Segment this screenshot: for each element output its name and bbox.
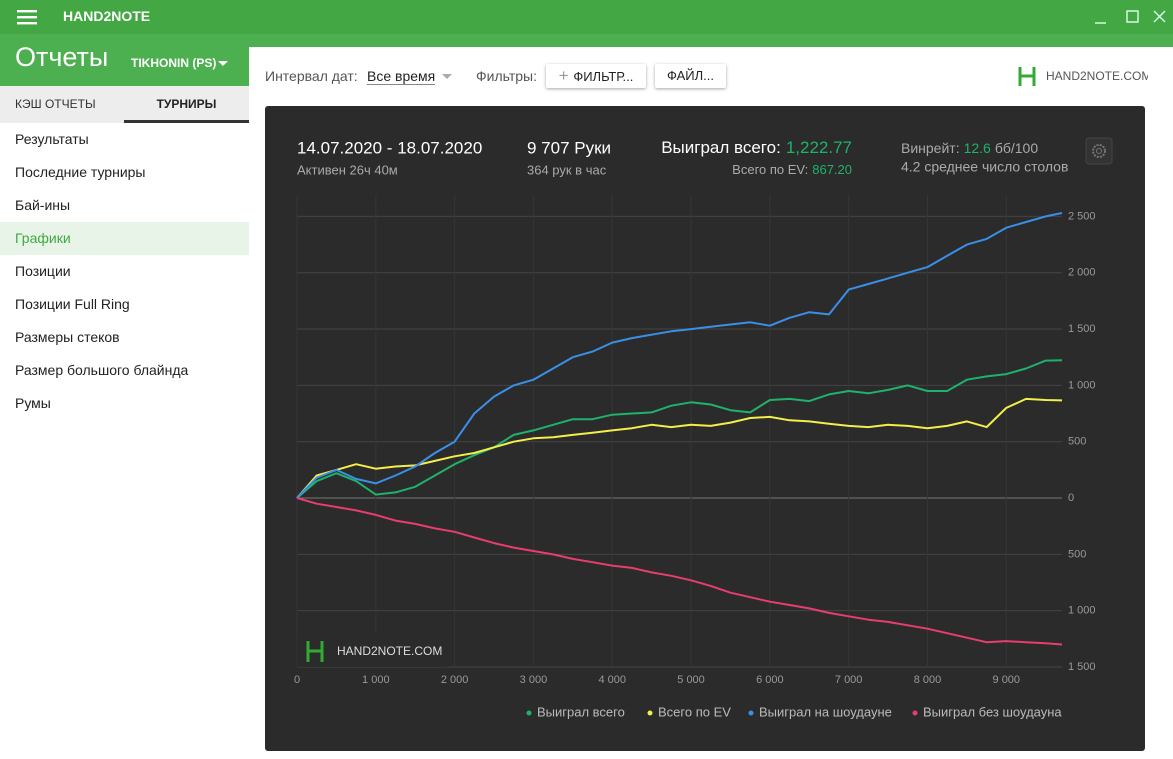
menu-item[interactable]: Позиции [15, 263, 71, 279]
menu-item[interactable]: Размер большого блайнда [15, 362, 189, 378]
hands-per-hour: 364 рук в час [527, 162, 607, 177]
legend-dot [912, 710, 918, 716]
legend-dot [526, 710, 532, 716]
y-tick-label: 500 [1068, 436, 1086, 448]
y-tick-label: 500 [1068, 548, 1086, 560]
winrate-value: 12.6 [964, 140, 991, 156]
logo: HAND2NOTE.COM [1018, 67, 1148, 86]
ev-total: Всего по EV: 867.20 [732, 162, 852, 177]
date-select[interactable]: Все время [367, 68, 436, 85]
menu-item[interactable]: Румы [15, 395, 51, 411]
x-tick-label: 8 000 [914, 674, 942, 686]
winrate-unit: бб/100 [995, 140, 1038, 156]
dates: 14.07.2020 - 18.07.2020 [297, 138, 482, 157]
tables: 4.2 среднее число столов [901, 159, 1068, 175]
won-total: Выиграл всего: 1,222.77 [661, 138, 852, 157]
watermark-text: HAND2NOTE.COM [337, 644, 442, 658]
hands: 9 707 Руки [527, 138, 611, 157]
x-tick-label: 7 000 [835, 674, 863, 686]
settings-button[interactable] [1085, 137, 1113, 165]
won-value: 1,222.77 [786, 138, 852, 157]
filters-label: Фильтры: [476, 68, 537, 84]
legend-label: Выиграл всего [537, 704, 625, 719]
menu-item[interactable]: Результаты [15, 131, 89, 147]
menu-item[interactable]: Последние турниры [15, 164, 146, 180]
series-line [296, 359, 1063, 499]
menu-item[interactable]: Размеры стеков [15, 329, 120, 345]
title-bar: HAND2NOTE [0, 0, 1173, 34]
tab[interactable]: КЭШ ОТЧЕТЫ [15, 97, 96, 111]
winrate: Винрейт: 12.6 бб/100 [901, 140, 1038, 156]
y-tick-label: 1 500 [1068, 323, 1096, 335]
y-tick-label: 1 000 [1068, 379, 1096, 391]
y-tick-label: 2 000 [1068, 267, 1096, 279]
series-line [296, 212, 1063, 499]
y-tick-label: 1 000 [1068, 605, 1096, 617]
menu-item[interactable]: Позиции Full Ring [15, 296, 130, 312]
chart: 14.07.2020 - 18.07.2020 Активен 26ч 40м … [265, 106, 1145, 751]
dropdown-arrow[interactable] [217, 60, 229, 68]
won-label: Выиграл всего: [661, 138, 781, 157]
y-tick-label: 2 500 [1068, 210, 1096, 222]
filter-button[interactable]: + ФИЛЬТР... [546, 64, 646, 88]
legend-label: Выиграл без шоудауна [923, 704, 1062, 719]
logo-text: HAND2NOTE.COM [1046, 69, 1148, 83]
legend-label: Всего по EV [658, 704, 731, 719]
x-tick-label: 0 [294, 674, 300, 686]
legend-label: Выиграл на шоудауне [759, 704, 892, 719]
header: Отчеты TIKHONIN (PS) [0, 34, 249, 86]
account[interactable]: TIKHONIN (PS) [131, 56, 217, 70]
x-tick-label: 2 000 [441, 674, 469, 686]
watermark: HAND2NOTE.COM [297, 633, 447, 667]
side-menu: Результаты Последние турниры Бай-ины График… [0, 123, 249, 759]
x-tick-label: 9 000 [993, 674, 1021, 686]
series-line [296, 497, 1063, 646]
tab-active[interactable]: ТУРНИРЫ [156, 97, 217, 111]
series-line [296, 397, 1063, 499]
filter-button-label[interactable]: ФИЛЬТР... [573, 69, 634, 84]
winrate-label: Винрейт: [901, 140, 960, 156]
menu-item[interactable]: Бай-ины [15, 197, 71, 213]
window-controls[interactable] [1090, 6, 1170, 28]
app-title: HAND2NOTE [63, 8, 151, 24]
y-tick-label: 1 500 [1068, 661, 1096, 673]
legend-dot [748, 710, 754, 716]
menu-item[interactable]: Графики [0, 222, 249, 255]
x-tick-label: 6 000 [756, 674, 784, 686]
y-tick-label: 0 [1068, 492, 1074, 504]
x-tick-label: 5 000 [677, 674, 705, 686]
menu-icon[interactable] [17, 9, 37, 25]
file-button[interactable]: ФАЙЛ... [655, 64, 726, 88]
header-title: Отчеты [15, 42, 109, 72]
date-label: Интервал дат: [265, 68, 358, 84]
tabs: КЭШ ОТЧЕТЫ ТУРНИРЫ [0, 86, 249, 123]
dropdown-arrow[interactable] [441, 73, 453, 81]
header-strip [249, 34, 1173, 47]
x-tick-label: 3 000 [520, 674, 548, 686]
active-time: Активен 26ч 40м [297, 162, 398, 177]
ev-label: Всего по EV: [732, 162, 808, 177]
ev-value: 867.20 [812, 162, 852, 177]
x-tick-label: 4 000 [598, 674, 626, 686]
legend-dot [647, 710, 653, 716]
x-tick-label: 1 000 [362, 674, 390, 686]
